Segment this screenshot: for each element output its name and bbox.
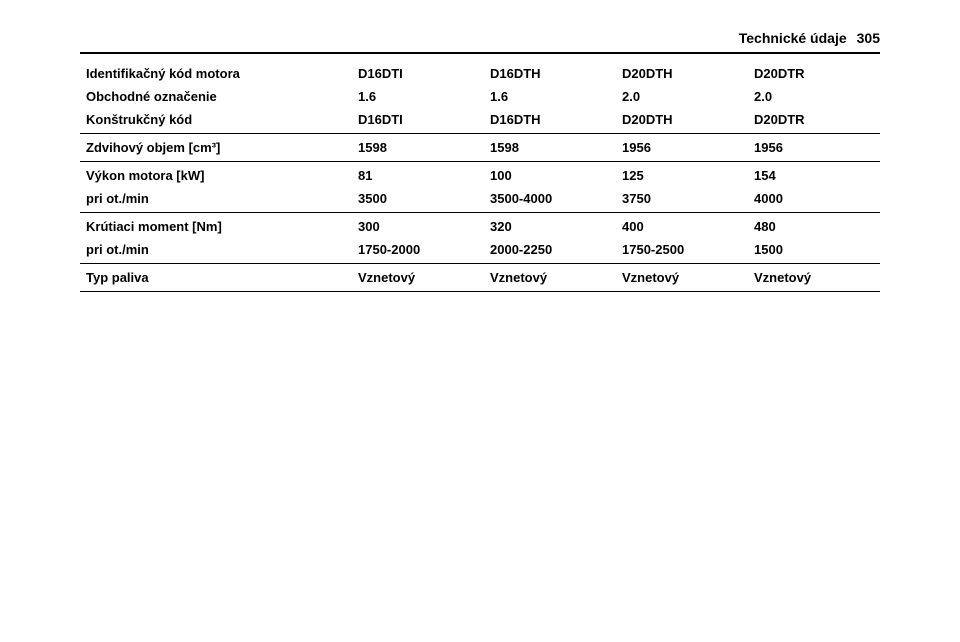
data-cell: 1598 [484,134,616,162]
data-cell: 400 [616,213,748,239]
data-cell: 1750-2000 [352,238,484,264]
data-cell: 1500 [748,238,880,264]
data-cell: 1598 [352,134,484,162]
page-number: 305 [857,30,880,46]
data-cell: Vznetový [616,264,748,292]
table-row: Konštrukčný kódD16DTID16DTHD20DTHD20DTR [80,108,880,134]
data-cell: Vznetový [352,264,484,292]
table-row: Výkon motora [kW]81100125154 [80,162,880,188]
data-cell: Vznetový [484,264,616,292]
data-cell: 1.6 [352,85,484,108]
data-cell: 81 [352,162,484,188]
row-label: pri ot./min [80,238,352,264]
row-label: Zdvihový objem [cm³] [80,134,352,162]
data-cell: D16DTI [352,62,484,85]
row-label: Výkon motora [kW] [80,162,352,188]
data-cell: 4000 [748,187,880,213]
table-row: Typ palivaVznetovýVznetovýVznetovýVzneto… [80,264,880,292]
section-title: Technické údaje [739,30,847,46]
table-row: Krútiaci moment [Nm]300320400480 [80,213,880,239]
data-cell: Vznetový [748,264,880,292]
data-cell: 3750 [616,187,748,213]
data-cell: 1956 [748,134,880,162]
data-cell: D16DTI [352,108,484,134]
data-cell: D20DTR [748,108,880,134]
row-label: Typ paliva [80,264,352,292]
table-row: Obchodné označenie1.61.62.02.0 [80,85,880,108]
data-cell: 2.0 [616,85,748,108]
data-cell: 320 [484,213,616,239]
data-cell: D20DTH [616,62,748,85]
data-cell: D16DTH [484,62,616,85]
data-cell: 2.0 [748,85,880,108]
data-cell: D20DTR [748,62,880,85]
data-cell: 154 [748,162,880,188]
row-label: pri ot./min [80,187,352,213]
data-cell: 3500 [352,187,484,213]
data-cell: 2000-2250 [484,238,616,264]
data-cell: 1.6 [484,85,616,108]
data-cell: 1750-2500 [616,238,748,264]
data-cell: 3500-4000 [484,187,616,213]
row-label: Identifikačný kód motora [80,62,352,85]
row-label: Krútiaci moment [Nm] [80,213,352,239]
row-label: Konštrukčný kód [80,108,352,134]
table-row: Identifikačný kód motoraD16DTID16DTHD20D… [80,62,880,85]
data-cell: 125 [616,162,748,188]
data-cell: 100 [484,162,616,188]
data-cell: 300 [352,213,484,239]
engine-specs-table: Identifikačný kód motoraD16DTID16DTHD20D… [80,62,880,292]
table-row: pri ot./min35003500-400037504000 [80,187,880,213]
table-row: Zdvihový objem [cm³]1598159819561956 [80,134,880,162]
table-row: pri ot./min1750-20002000-22501750-250015… [80,238,880,264]
data-cell: D20DTH [616,108,748,134]
row-label: Obchodné označenie [80,85,352,108]
data-cell: D16DTH [484,108,616,134]
page-header: Technické údaje 305 [80,30,880,54]
data-cell: 480 [748,213,880,239]
data-cell: 1956 [616,134,748,162]
